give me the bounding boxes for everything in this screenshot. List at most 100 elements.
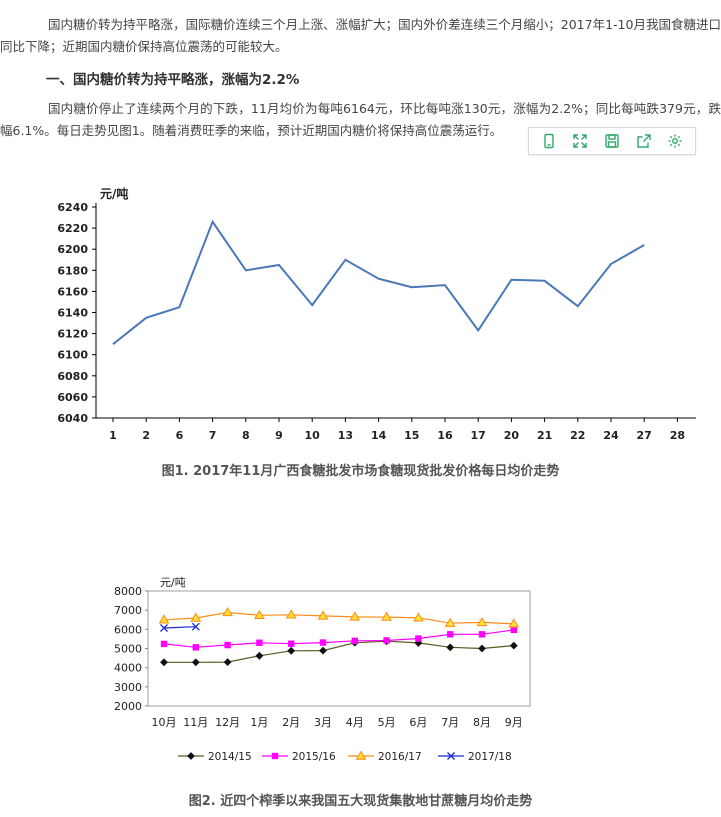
y-tick-label: 6060 — [57, 391, 88, 404]
series-line — [163, 611, 514, 625]
x-tick-label: 15 — [404, 429, 419, 442]
x-tick-label: 16 — [437, 429, 453, 442]
x-tick-label: 8月 — [473, 716, 491, 729]
x-tick-label: 21 — [537, 429, 552, 442]
data-point — [355, 750, 367, 760]
share-button[interactable] — [633, 130, 655, 152]
body-paragraph: 国内糖价停止了连续两个月的下跌，11月均价为每吨6164元，环比每吨涨130元，… — [0, 101, 721, 138]
monthly-price-chart: 元/吨 8000 7000 6000 5000 4000 3000 2000 10月 11月 12月… — [114, 576, 531, 763]
fullscreen-button[interactable] — [569, 130, 591, 152]
x-tick-label: 10 — [305, 429, 321, 442]
data-point — [381, 611, 392, 621]
section-heading: 一、国内糖价转为持平略涨，涨幅为2.2% — [46, 72, 300, 88]
floating-toolbar — [528, 127, 696, 155]
series-line — [163, 629, 514, 648]
y-tick-label: 2000 — [114, 700, 142, 713]
data-point — [271, 752, 279, 760]
y-tick-label: 6040 — [57, 412, 88, 425]
legend-label: 2017/18 — [468, 751, 512, 763]
data-point — [478, 631, 486, 638]
intro-paragraph: 国内糖价转为持平略涨，国际糖价连续三个月上涨、涨幅扩大；国内外价差连续三个月缩小… — [0, 17, 721, 54]
data-point — [255, 651, 264, 660]
data-point — [351, 637, 358, 645]
data-point — [447, 752, 455, 760]
x-tick-label: 28 — [670, 429, 685, 442]
y-tick-label: 6220 — [57, 222, 88, 235]
phone-icon — [544, 133, 554, 149]
data-point — [509, 641, 518, 650]
y-tick-label: 5000 — [114, 643, 142, 656]
x-tick-label: 5月 — [378, 716, 396, 729]
y-tick-label: 6240 — [57, 201, 88, 214]
y-tick-label: 4000 — [114, 662, 142, 675]
data-point — [223, 658, 232, 667]
data-point — [190, 612, 202, 622]
y-tick-label: 6100 — [57, 349, 88, 362]
x-tick-label: 8 — [242, 429, 250, 442]
legend-label: 2014/15 — [208, 751, 252, 763]
series-line — [164, 640, 514, 663]
data-point — [317, 610, 329, 620]
data-point — [319, 646, 327, 655]
x-tick-label: 27 — [637, 429, 652, 442]
data-point — [319, 639, 327, 646]
y-axis-title: 元/吨 — [160, 576, 186, 589]
data-point — [160, 624, 168, 632]
data-point — [446, 643, 455, 652]
x-tick-label: 2 — [142, 429, 150, 442]
data-point — [383, 637, 390, 644]
x-tick-label: 9 — [275, 429, 283, 442]
x-tick-label: 20 — [504, 429, 520, 442]
data-point — [476, 616, 488, 627]
x-tick-label: 6 — [176, 429, 184, 442]
data-point — [447, 631, 454, 638]
x-tick-label: 17 — [471, 429, 486, 442]
mobile-view-button[interactable] — [538, 130, 560, 152]
series-line — [112, 219, 645, 345]
x-tick-label: 12月 — [215, 716, 240, 729]
data-point — [415, 635, 422, 642]
data-point — [158, 614, 170, 624]
x-tick-label: 2月 — [282, 716, 300, 729]
y-tick-label: 6140 — [57, 307, 88, 320]
data-point — [187, 752, 195, 760]
data-point — [508, 618, 520, 628]
x-tick-label: 1 — [109, 429, 117, 442]
x-tick-label: 3月 — [314, 716, 332, 729]
x-tick-label: 22 — [570, 429, 585, 442]
save-icon — [605, 134, 619, 148]
y-tick-label: 7000 — [114, 604, 142, 617]
y-axis-title: 元/吨 — [100, 186, 128, 201]
y-tick-label: 6120 — [57, 328, 88, 341]
settings-button[interactable] — [664, 130, 686, 152]
x-tick-label: 9月 — [505, 716, 523, 729]
x-tick-label: 11月 — [183, 716, 208, 729]
data-point — [510, 626, 517, 634]
y-tick-label: 6200 — [57, 243, 88, 256]
data-point — [444, 617, 456, 627]
data-point — [256, 639, 263, 646]
data-point — [160, 658, 168, 667]
data-point — [191, 622, 200, 631]
x-tick-label: 7 — [209, 429, 217, 442]
save-button[interactable] — [601, 130, 623, 152]
y-tick-label: 6000 — [114, 623, 142, 636]
y-tick-label: 6180 — [57, 264, 88, 277]
share-icon — [636, 134, 651, 148]
settings-icon — [668, 134, 682, 148]
y-tick-label: 3000 — [114, 681, 142, 694]
x-tick-label: 7月 — [441, 716, 459, 729]
data-point — [285, 609, 297, 619]
data-point — [413, 612, 424, 622]
figure1-caption: 图1. 2017年11月广西食糖批发市场食糖现货批发价格每日均价走势 — [161, 464, 560, 479]
figure2-caption: 图2. 近四个榨季以来我国五大现货集散地甘蔗糖月均价走势 — [188, 794, 533, 809]
y-tick-label: 6080 — [57, 370, 88, 383]
data-point — [254, 609, 265, 620]
data-point — [160, 640, 168, 648]
x-tick-label: 10月 — [152, 716, 177, 729]
data-point — [349, 611, 361, 621]
expand-icon — [573, 134, 588, 148]
legend-label: 2016/17 — [378, 751, 422, 763]
x-tick-label: 13 — [338, 429, 353, 442]
x-tick-label: 14 — [371, 429, 387, 442]
